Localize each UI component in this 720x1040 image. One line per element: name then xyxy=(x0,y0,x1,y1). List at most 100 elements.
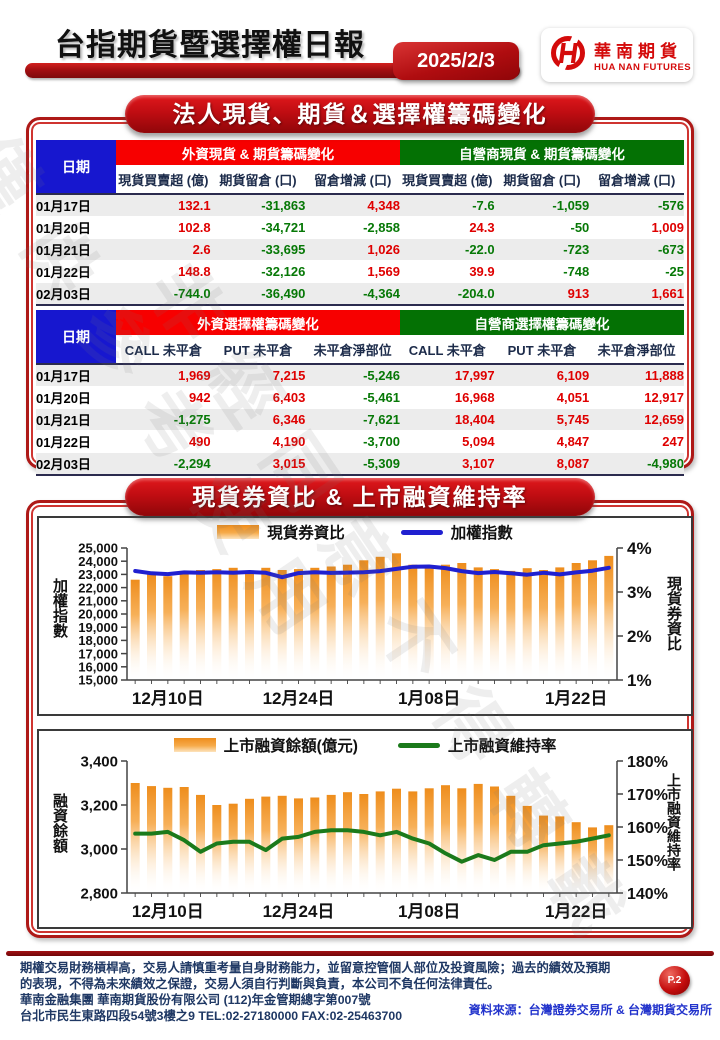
bar xyxy=(147,573,156,680)
table-cell: -744.0 xyxy=(116,282,211,306)
bar xyxy=(588,560,597,680)
table-cell: 4,348 xyxy=(305,194,400,217)
table-cell: 8,087 xyxy=(494,452,590,476)
bar xyxy=(179,571,189,680)
svg-text:170%: 170% xyxy=(627,787,668,804)
table-row: 01月20日 942 6,403 -5,461 16,968 4,051 12,917 xyxy=(36,386,684,409)
svg-text:3,400: 3,400 xyxy=(80,755,118,770)
column-header: 現貨買賣超 (億) xyxy=(116,165,211,195)
bar xyxy=(294,569,303,680)
bar xyxy=(163,787,173,893)
table-cell: -5,309 xyxy=(305,452,400,476)
table-cell: 4,190 xyxy=(210,430,306,453)
table-cell: 4,051 xyxy=(494,386,590,409)
table-cell: -7,621 xyxy=(305,408,400,431)
bar xyxy=(424,788,434,893)
group-header-1: 自營商現貨 & 期貨籌碼變化 xyxy=(399,140,684,165)
svg-text:2%: 2% xyxy=(627,627,652,646)
bar xyxy=(130,783,140,893)
row-date: 01月20日 xyxy=(36,386,116,409)
bar xyxy=(457,788,467,893)
table-cell: 24.3 xyxy=(399,216,495,239)
bar xyxy=(441,785,450,893)
table-cell: 3,107 xyxy=(399,452,495,476)
chart1-right-axis-title: 現貨券資比 xyxy=(665,576,682,651)
svg-text:25,000: 25,000 xyxy=(78,542,118,556)
table-cell: 1,026 xyxy=(305,238,400,261)
bar xyxy=(196,794,205,893)
table-cell: -673 xyxy=(589,238,684,261)
chart1-left-axis-title: 加權指數 xyxy=(51,578,68,638)
table-cell: 247 xyxy=(589,430,684,453)
bar xyxy=(522,568,532,680)
row-date: 01月21日 xyxy=(36,238,116,261)
chart2-legend: 上市融資餘額(億元) 上市融資維持率 xyxy=(39,734,691,756)
section2-banner: 現貨券資比 & 上市融資維持率 xyxy=(125,478,595,516)
bar xyxy=(228,567,238,680)
table-cell: 132.1 xyxy=(116,194,211,217)
column-header: 未平倉淨部位 xyxy=(589,335,684,365)
svg-text:17,000: 17,000 xyxy=(78,646,118,661)
data-source-note: 資料來源：台灣證券交易所 & 台灣期貨交易所 xyxy=(468,1003,712,1017)
bar xyxy=(310,567,320,680)
table-cell: 17,997 xyxy=(399,364,495,387)
orange-bar-swatch-icon xyxy=(217,525,260,539)
table-cell: -31,863 xyxy=(210,194,306,217)
table-cell: 11,888 xyxy=(589,364,684,387)
bar xyxy=(212,569,222,680)
table-cell: -1,059 xyxy=(494,194,590,217)
table-cell: 148.8 xyxy=(116,260,211,283)
table-row: 01月21日 2.6 -33,695 1,026 -22.0 -723 -673 xyxy=(36,238,684,261)
column-header: PUT 未平倉 xyxy=(210,335,306,365)
legend-item-margin-ratio: 現貨券資比 xyxy=(217,521,345,543)
table-cell: 16,968 xyxy=(399,386,495,409)
column-header: 期貨留倉 (口) xyxy=(494,165,590,195)
table-cell: 18,404 xyxy=(399,408,495,431)
bar xyxy=(326,794,336,893)
table-cell: 1,569 xyxy=(305,260,400,283)
svg-text:3,200: 3,200 xyxy=(80,797,118,814)
bar xyxy=(228,803,238,893)
futures-chips-table: 日期 外資現貨 & 期貨籌碼變化 自營商現貨 & 期貨籌碼變化 現貨買賣超 (億) 期貨… xyxy=(36,140,684,306)
logo-text-cn: 華南期貨 xyxy=(594,42,682,61)
table-cell: 7,215 xyxy=(210,364,306,387)
svg-text:12月10日: 12月10日 xyxy=(132,689,204,708)
bar xyxy=(196,570,205,680)
bar xyxy=(457,563,467,680)
bar xyxy=(245,570,254,680)
bar xyxy=(424,567,434,680)
bar xyxy=(604,825,614,893)
table-cell: 5,094 xyxy=(399,430,495,453)
group-header-0: 外資選擇權籌碼變化 xyxy=(116,310,400,335)
table-row: 01月21日 -1,275 6,346 -7,621 18,404 5,745 12,659 xyxy=(36,408,684,431)
page-number-badge: P.2 xyxy=(659,966,690,995)
table-row: 01月22日 148.8 -32,126 1,569 39.9 -748 -25 xyxy=(36,260,684,283)
bar xyxy=(571,822,581,893)
bar xyxy=(490,786,499,893)
table-row: 01月20日 102.8 -34,721 -2,858 24.3 -50 1,009 xyxy=(36,216,684,239)
svg-text:12月24日: 12月24日 xyxy=(263,902,335,921)
svg-text:24,000: 24,000 xyxy=(78,554,118,569)
footer-divider xyxy=(6,951,714,956)
svg-text:1月22日: 1月22日 xyxy=(545,902,607,921)
chart1-plot: 15,00016,00017,00018,00019,00020,00021,0… xyxy=(78,542,652,708)
margin-balance-chart: 上市融資餘額(億元) 上市融資維持率 融資餘額 上市融資維持率 2,800 3,0… xyxy=(37,729,693,929)
row-date: 02月03日 xyxy=(36,282,116,306)
row-date: 02月03日 xyxy=(36,452,116,476)
svg-text:3,000: 3,000 xyxy=(80,841,118,858)
table-row: 02月03日 -744.0 -36,490 -4,364 -204.0 913 1,661 xyxy=(36,282,684,306)
table-cell: -22.0 xyxy=(399,238,495,261)
company-logo: 華南期貨 HUA NAN FUTURES xyxy=(541,28,693,82)
bar xyxy=(441,564,450,680)
bar xyxy=(408,564,418,680)
svg-text:19,000: 19,000 xyxy=(78,620,118,635)
bar xyxy=(473,567,483,680)
chart2-right-axis-title: 上市融資維持率 xyxy=(666,773,682,871)
address-contact-line: 台北市民生東路四段54號3樓之9 TEL:02-27180000 FAX:02-… xyxy=(20,1008,403,1023)
table-cell: -723 xyxy=(494,238,590,261)
bar xyxy=(375,791,385,893)
legend-item-margin-balance: 上市融資餘額(億元) xyxy=(173,734,358,756)
svg-text:1月22日: 1月22日 xyxy=(545,689,607,708)
column-header: PUT 未平倉 xyxy=(494,335,590,365)
